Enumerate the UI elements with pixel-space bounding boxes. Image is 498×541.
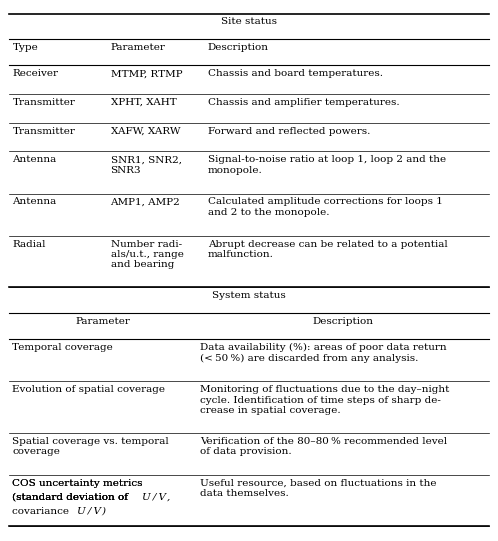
Text: Antenna: Antenna (12, 197, 57, 207)
Text: Parameter: Parameter (111, 43, 165, 52)
Text: MTMP, RTMP: MTMP, RTMP (111, 69, 182, 78)
Text: AMP1, AMP2: AMP1, AMP2 (111, 197, 180, 207)
Text: Calculated amplitude corrections for loops 1
and 2 to the monopole.: Calculated amplitude corrections for loo… (208, 197, 443, 217)
Text: Temporal coverage: Temporal coverage (12, 343, 113, 352)
Text: Type: Type (12, 43, 38, 52)
Text: Receiver: Receiver (12, 69, 58, 78)
Text: Useful resource, based on fluctuations in the
data themselves.: Useful resource, based on fluctuations i… (200, 479, 437, 498)
Text: Verification of the 80–80 % recommended level
of data provision.: Verification of the 80–80 % recommended … (200, 437, 447, 456)
Text: Antenna: Antenna (12, 155, 57, 164)
Text: Transmitter: Transmitter (12, 98, 75, 107)
Text: Monitoring of fluctuations due to the day–night
cycle. Identification of time st: Monitoring of fluctuations due to the da… (200, 385, 450, 415)
Text: Transmitter: Transmitter (12, 127, 75, 136)
Text: Description: Description (208, 43, 268, 52)
Text: Chassis and amplifier temperatures.: Chassis and amplifier temperatures. (208, 98, 399, 107)
Text: Forward and reflected powers.: Forward and reflected powers. (208, 127, 370, 136)
Text: System status: System status (212, 291, 286, 300)
Text: Signal-to-noise ratio at loop 1, loop 2 and the
monopole.: Signal-to-noise ratio at loop 1, loop 2 … (208, 155, 446, 175)
Text: Spatial coverage vs. temporal
coverage: Spatial coverage vs. temporal coverage (12, 437, 169, 456)
Text: XPHT, XAHT: XPHT, XAHT (111, 98, 176, 107)
Text: (standard deviation of: (standard deviation of (12, 493, 131, 502)
Text: Radial: Radial (12, 240, 46, 249)
Text: COS uncertainty metrics: COS uncertainty metrics (12, 479, 143, 488)
Text: Abrupt decrease can be related to a potential
malfunction.: Abrupt decrease can be related to a pote… (208, 240, 447, 259)
Text: Number radi-
als/u.t., range
and bearing: Number radi- als/u.t., range and bearing (111, 240, 183, 269)
Text: covariance: covariance (12, 507, 75, 516)
Text: U / V ,: U / V , (142, 493, 171, 502)
Text: XAFW, XARW: XAFW, XARW (111, 127, 180, 136)
Text: Description: Description (312, 317, 374, 326)
Text: (standard deviation of: (standard deviation of (12, 493, 134, 502)
Text: (standard deviation of: (standard deviation of (12, 493, 131, 502)
Text: Data availability (%): areas of poor data return
(< 50 %) are discarded from any: Data availability (%): areas of poor dat… (200, 343, 447, 362)
Text: Chassis and board temperatures.: Chassis and board temperatures. (208, 69, 382, 78)
Text: SNR1, SNR2,
SNR3: SNR1, SNR2, SNR3 (111, 155, 182, 175)
Text: COS uncertainty metrics: COS uncertainty metrics (12, 479, 143, 488)
Text: U / V ): U / V ) (78, 507, 107, 516)
Text: Parameter: Parameter (75, 317, 130, 326)
Text: Evolution of spatial coverage: Evolution of spatial coverage (12, 385, 165, 394)
Text: Site status: Site status (221, 17, 277, 27)
